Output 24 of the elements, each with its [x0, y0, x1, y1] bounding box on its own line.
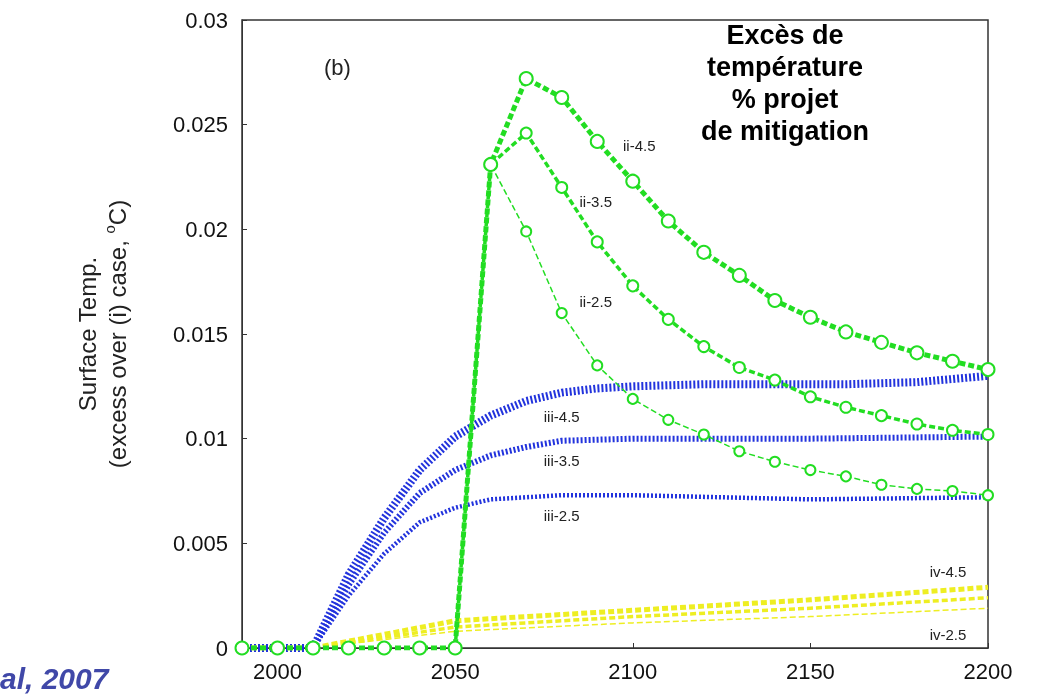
- y-tick-label: 0.03: [185, 7, 228, 33]
- series-label: iii-2.5: [543, 506, 580, 524]
- series-label: iv-2.5: [929, 625, 967, 643]
- y-tick-label: 0.025: [172, 112, 228, 138]
- y-tick-label: 0.01: [185, 426, 228, 452]
- x-tick-label: 2150: [785, 658, 835, 684]
- series-label: ii-2.5: [579, 292, 612, 310]
- x-tick-label: 2000: [253, 658, 302, 684]
- series-label: ii-4.5: [622, 136, 656, 154]
- x-tick-label: 2200: [963, 658, 1013, 684]
- series-label: iii-4.5: [543, 408, 580, 426]
- y-axis-title: Surface Temp. (excess over (i) case, oC): [73, 199, 131, 469]
- x-tick-label: 2050: [430, 658, 480, 684]
- y-tick-label: 0.005: [172, 530, 228, 556]
- series-label: ii-3.5: [579, 192, 612, 210]
- x-tick-label: 2100: [608, 658, 658, 684]
- text: al, 2007: [0, 661, 110, 695]
- text: Excès de température % projet de mitigation: [701, 20, 869, 146]
- annotation: (b): [324, 54, 351, 80]
- y-tick-label: 0.02: [185, 216, 228, 242]
- y-tick-label: 0.015: [172, 321, 228, 347]
- series-label: iv-4.5: [929, 562, 967, 580]
- series-label: iii-3.5: [543, 452, 580, 470]
- y-tick-label: 0: [215, 635, 228, 661]
